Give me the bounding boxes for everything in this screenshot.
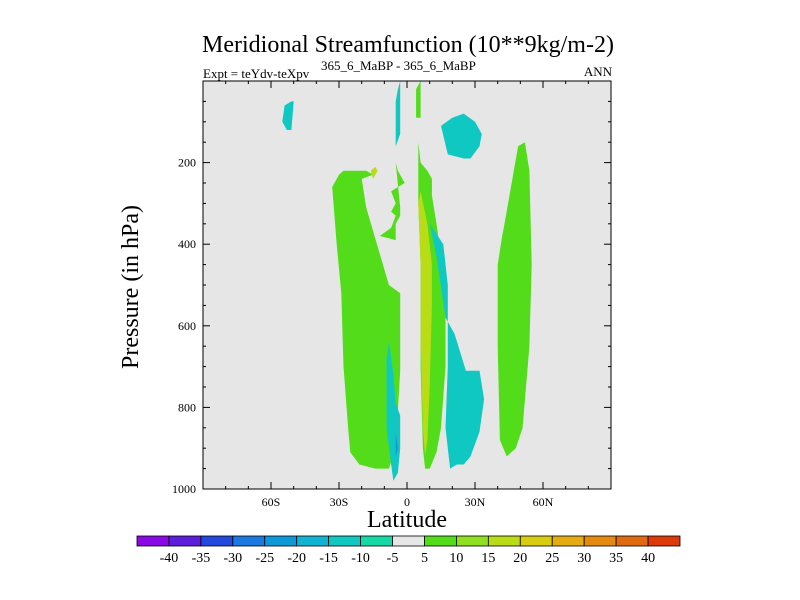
- colorbar-label: 30: [577, 551, 591, 566]
- plot-area: [202, 80, 612, 490]
- colorbar-swatch: [615, 535, 649, 547]
- x-tick-label: 30S: [330, 495, 349, 509]
- x-tick-label: 60S: [262, 495, 281, 509]
- colorbar-label: 20: [513, 551, 527, 566]
- colorbar-swatch: [200, 535, 234, 547]
- colorbar-swatch: [583, 535, 617, 547]
- colorbar-swatch: [328, 535, 361, 547]
- colorbar-label: -5: [387, 551, 399, 566]
- experiment-label: Expt = teYdv-teXpv: [203, 66, 310, 81]
- y-axis-label: Pressure (in hPa): [118, 205, 144, 369]
- contour-region-nh-tropical-cell: [429, 223, 485, 469]
- contour-region-equatorial-upper-cell: [395, 81, 401, 147]
- colorbar-swatch: [264, 535, 298, 547]
- y-tick-label: 800: [178, 400, 196, 414]
- contour-region-hadley-core: [418, 191, 432, 457]
- x-tick-label: 30N: [465, 495, 486, 509]
- experiment-superscript: 365_6_MaBP - 365_6_MaBP: [321, 58, 476, 73]
- colorbar-swatch: [232, 535, 266, 547]
- colorbar-label: -20: [287, 551, 306, 566]
- colorbar-swatch: [647, 535, 681, 547]
- colorbar: -40 -35 -30 -25 -20 -15 -10 -5 5 10 15 20 25 30 35 40: [136, 535, 681, 566]
- colorbar-label: 15: [481, 551, 495, 566]
- colorbar-label: 40: [641, 551, 655, 566]
- x-tick-label: 60N: [533, 495, 554, 509]
- y-tick-label: 600: [178, 319, 196, 333]
- contour-region-equatorial-column: [416, 81, 421, 118]
- x-tick-label: 0: [404, 495, 410, 509]
- colorbar-swatch: [296, 535, 330, 547]
- contour-region-nh-upper-cell: [441, 113, 482, 159]
- colorbar-swatch: [519, 535, 553, 547]
- contour-region-sh-spot: [370, 166, 378, 179]
- colorbar-swatch: [487, 535, 521, 547]
- y-tick-label: 1000: [172, 482, 196, 496]
- colorbar-label: 35: [609, 551, 623, 566]
- contour-region-nh-ferrel-cell: [497, 142, 532, 457]
- contour-region-sh-lower-core: [395, 423, 398, 457]
- y-tick-label: 400: [178, 237, 196, 251]
- plot-background: [203, 81, 611, 489]
- colorbar-label: -40: [160, 551, 179, 566]
- season-label: ANN: [584, 64, 613, 79]
- colorbar-swatch: [392, 535, 425, 547]
- colorbar-label: -15: [319, 551, 338, 566]
- contour-region-sh-ferrel-cell: [332, 170, 401, 469]
- x-axis-label: Latitude: [367, 507, 447, 533]
- colorbar-swatch: [136, 535, 170, 547]
- colorbar-swatch: [424, 535, 457, 547]
- colorbar-label: -25: [255, 551, 274, 566]
- colorbar-label: 5: [421, 551, 428, 566]
- colorbar-swatch: [360, 535, 393, 547]
- colorbar-label: -30: [223, 551, 242, 566]
- colorbar-label: -10: [351, 551, 370, 566]
- colorbar-label: 25: [545, 551, 559, 566]
- axes: 60S 30S 0 30N 60N 200 400 600 800 1000: [172, 81, 611, 509]
- chart-title: Meridional Streamfunction (10**9kg/m-2): [202, 32, 614, 58]
- contour-region-sh-polar-cell: [282, 101, 294, 130]
- colorbar-swatch: [456, 535, 489, 547]
- contour-region-tropical-upper-cell: [379, 162, 405, 241]
- y-tick-label: 200: [178, 156, 196, 170]
- colorbar-swatch: [551, 535, 585, 547]
- colorbar-label: 10: [449, 551, 463, 566]
- colorbar-swatch: [168, 535, 202, 547]
- colorbar-label: -35: [192, 551, 211, 566]
